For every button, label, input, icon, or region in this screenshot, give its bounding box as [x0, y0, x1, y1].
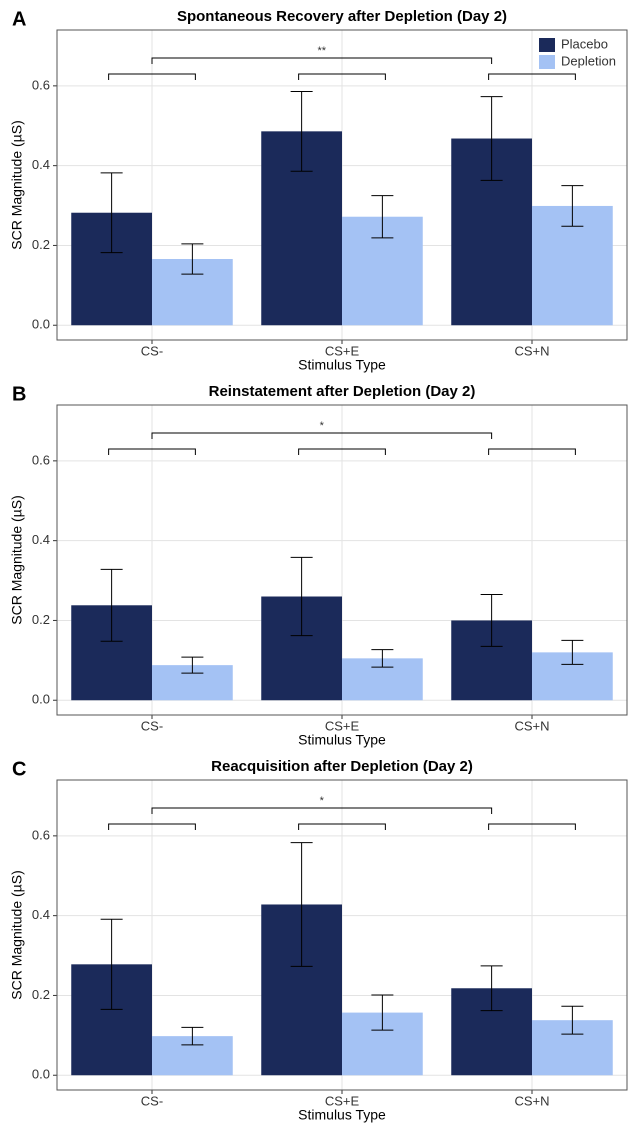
y-tick-label: 0.6 — [32, 77, 50, 92]
error-bar — [100, 172, 123, 254]
x-tick-label: CS+E — [325, 718, 360, 733]
legend-label: Placebo — [561, 36, 608, 51]
x-tick-label: CS- — [141, 343, 163, 358]
x-tick-label: CS+N — [514, 343, 549, 358]
x-tick-label: CS+N — [514, 1093, 549, 1108]
y-tick-label: 0.6 — [32, 452, 50, 467]
x-tick-label: CS- — [141, 1093, 163, 1108]
y-tick-label: 0.0 — [32, 317, 50, 332]
bracket — [151, 432, 493, 439]
error-bar — [290, 556, 313, 637]
significance-label: * — [320, 420, 325, 432]
x-tick-label: CS+N — [514, 718, 549, 733]
significance-label: * — [320, 795, 325, 807]
legend-swatch — [539, 55, 555, 69]
bracket — [108, 823, 196, 830]
plot-border — [56, 29, 628, 341]
error-bar — [480, 965, 503, 1012]
x-tick-label: CS- — [141, 718, 163, 733]
error-bar — [290, 90, 313, 172]
error-bar — [290, 842, 313, 967]
bracket — [151, 807, 493, 814]
x-tick-label: CS+E — [325, 1093, 360, 1108]
y-tick-label: 0.4 — [32, 907, 50, 922]
error-bar — [561, 1005, 584, 1035]
error-bar — [561, 639, 584, 665]
x-tick-label: CS+E — [325, 343, 360, 358]
bracket — [151, 57, 493, 64]
error-bar — [561, 185, 584, 227]
panel-label: B — [12, 383, 26, 405]
x-axis-title: Stimulus Type — [298, 732, 386, 748]
legend-swatch — [539, 38, 555, 52]
chart-title: Reacquisition after Depletion (Day 2) — [211, 758, 473, 775]
bracket — [298, 448, 386, 455]
bracket — [488, 73, 576, 80]
y-tick-label: 0.0 — [32, 692, 50, 707]
y-axis-title: SCR Magnitude (µS) — [9, 120, 25, 249]
error-bar — [181, 656, 204, 674]
y-axis-title: SCR Magnitude (µS) — [9, 870, 25, 999]
plot-border — [56, 404, 628, 716]
y-tick-label: 0.6 — [32, 827, 50, 842]
y-tick-label: 0.0 — [32, 1067, 50, 1082]
legend-label: Depletion — [561, 53, 616, 68]
error-bar — [100, 918, 123, 1010]
bracket — [488, 448, 576, 455]
x-axis-title: Stimulus Type — [298, 357, 386, 373]
y-tick-label: 0.2 — [32, 612, 50, 627]
error-bar — [371, 195, 394, 239]
panel-label: A — [12, 8, 26, 30]
bracket — [298, 823, 386, 830]
error-bar — [100, 568, 123, 642]
error-bar — [181, 243, 204, 275]
error-bar — [480, 96, 503, 181]
chart-title: Spontaneous Recovery after Depletion (Da… — [177, 8, 507, 25]
bracket — [298, 73, 386, 80]
error-bar — [181, 1026, 204, 1046]
error-bar — [480, 594, 503, 647]
error-bar — [371, 994, 394, 1031]
bracket — [108, 448, 196, 455]
y-axis-title: SCR Magnitude (µS) — [9, 495, 25, 624]
bracket — [108, 73, 196, 80]
bracket — [488, 823, 576, 830]
significance-label: ** — [318, 45, 327, 57]
y-tick-label: 0.2 — [32, 237, 50, 252]
y-tick-label: 0.2 — [32, 987, 50, 1002]
error-bar — [371, 649, 394, 668]
panel-label: C — [12, 758, 26, 780]
y-tick-label: 0.4 — [32, 532, 50, 547]
chart-title: Reinstatement after Depletion (Day 2) — [209, 383, 476, 400]
y-tick-label: 0.4 — [32, 157, 50, 172]
plot-border — [56, 779, 628, 1091]
x-axis-title: Stimulus Type — [298, 1107, 386, 1123]
